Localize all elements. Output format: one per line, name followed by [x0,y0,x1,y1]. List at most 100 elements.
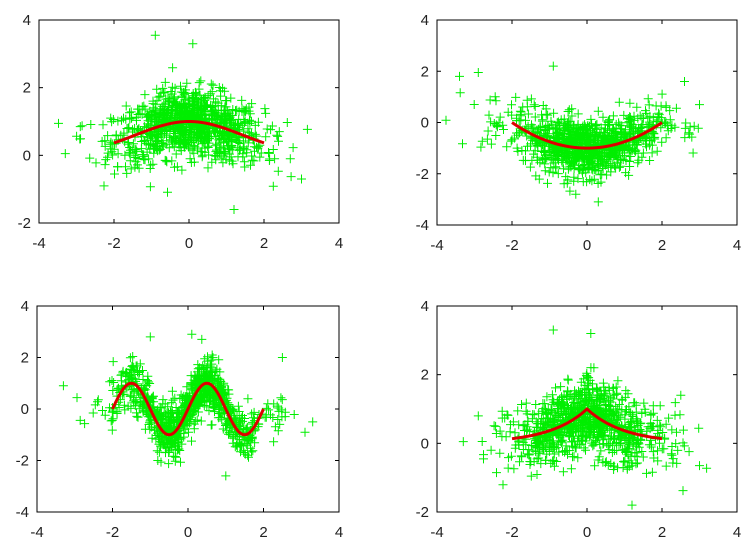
data-point [100,160,110,170]
data-point [224,156,234,166]
data-point [610,151,620,161]
data-point [473,68,483,77]
y-tick-label: 2 [23,80,31,97]
data-point [201,110,211,119]
data-point [238,142,248,152]
data-point [596,446,606,456]
data-point [491,429,501,438]
data-point [209,402,219,412]
data-point [489,421,499,431]
data-point [152,84,162,94]
data-point [678,438,688,448]
data-point [538,101,548,110]
data-point [479,454,488,464]
data-point [485,95,495,105]
data-point [469,100,479,109]
data-point [240,162,250,172]
data-point [98,120,108,130]
data-point [180,100,190,110]
data-point [253,117,263,127]
data-point [510,428,520,438]
data-point [246,443,255,453]
data-point [247,151,257,161]
data-point [152,137,162,146]
data-point [563,175,573,185]
data-point [656,101,666,111]
data-point [514,128,524,138]
data-point [185,126,195,136]
data-point [127,385,137,395]
data-point [544,167,554,177]
data-point [181,392,191,402]
data-point [221,395,231,405]
data-point [602,404,612,414]
data-point [162,157,172,167]
data-point [586,114,596,124]
data-point [164,143,174,153]
data-point [110,169,119,179]
data-point [75,122,85,132]
data-point [600,431,610,440]
data-point [205,361,215,371]
data-point [593,197,603,207]
data-point [137,150,147,160]
data-point [211,97,221,107]
data-point [625,98,635,108]
data-point [152,96,162,106]
data-point [214,355,224,365]
data-point [484,110,494,120]
data-point [86,120,96,129]
data-point [188,39,198,49]
data-point [176,143,186,153]
data-point [103,152,112,162]
data-point [625,162,635,171]
data-point [193,111,203,121]
data-point [653,112,663,122]
data-point [661,117,671,127]
data-point [241,104,251,114]
y-tick-label: 0 [421,115,429,132]
subplot-3: -4 -2 0 2 4 -4 -2 0 2 4 [16,298,344,540]
data-point [546,163,556,173]
data-point [179,428,189,438]
data-point [275,419,285,429]
data-point [638,452,648,462]
data-point [543,121,553,131]
data-point [566,464,576,474]
data-point [583,164,593,174]
data-point [239,445,249,455]
data-point [181,138,190,148]
data-point [192,130,202,140]
data-point [630,451,640,461]
data-point [532,470,542,479]
data-point [549,442,559,452]
data-point [621,407,631,417]
data-point [553,411,563,420]
data-point [589,161,599,171]
data-point [648,447,658,457]
data-point [189,157,199,167]
data-point [517,400,526,409]
data-point [572,398,582,408]
data-point [532,454,542,464]
data-point [521,398,531,408]
data-point [614,162,624,172]
data-point [646,440,656,450]
data-point [581,445,590,455]
data-point [632,102,642,112]
data-point [567,424,577,434]
data-point [563,107,573,116]
data-point [160,87,170,97]
data-point [140,385,150,395]
data-point [107,117,117,127]
data-point [523,141,532,151]
data-point [574,386,583,396]
data-point [236,118,246,128]
data-point [164,459,174,469]
data-point [625,112,635,122]
data-point [634,442,644,452]
data-point [219,388,229,398]
data-point [511,92,521,102]
subplot-2: -4 -2 0 2 4 -4 -2 0 2 4 [416,12,741,254]
